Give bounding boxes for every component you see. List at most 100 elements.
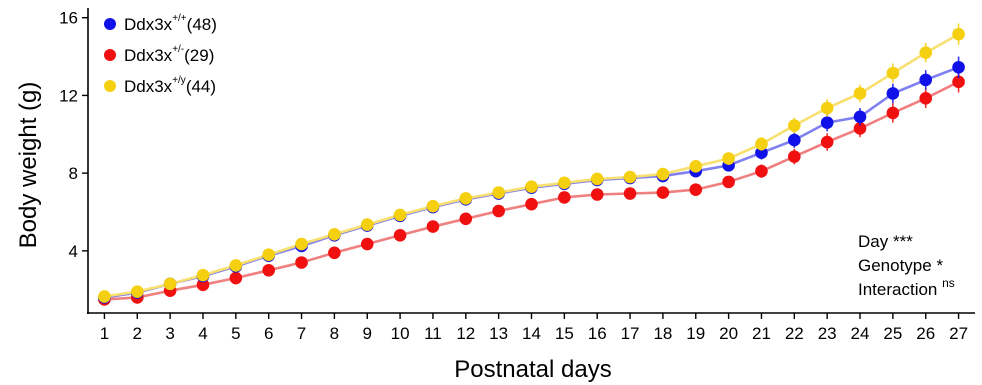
data-point [328, 246, 341, 260]
data-point [689, 160, 703, 173]
data-point [853, 110, 867, 124]
data-point [853, 87, 867, 100]
legend-genotype-superscript: +/- [172, 44, 184, 55]
series-line-+/y [104, 33, 960, 298]
plot-area [98, 23, 965, 306]
x-tick-label: 5 [231, 324, 240, 343]
data-point [886, 66, 900, 80]
x-tick-label: 21 [752, 324, 771, 343]
legend-genotype-superscript: +/y [172, 75, 186, 86]
stat-line: Genotype * [858, 256, 943, 275]
y-tick-label: 4 [69, 242, 78, 261]
x-tick-label: 9 [363, 324, 372, 343]
data-point [328, 228, 341, 241]
legend-marker [104, 80, 116, 92]
x-tick-label: 3 [165, 324, 174, 343]
legend-gene: Ddx3x [124, 15, 173, 34]
stat-line: Interaction ns [858, 276, 955, 299]
data-point [886, 106, 900, 120]
data-point [788, 119, 801, 132]
y-tick-label: 8 [69, 164, 78, 183]
stat-significance: ns [942, 276, 955, 290]
data-point [788, 150, 801, 163]
data-point [196, 268, 210, 282]
x-tick-label: 13 [489, 324, 508, 343]
data-point [98, 290, 111, 303]
data-point [393, 208, 407, 222]
data-point [459, 212, 473, 226]
x-tick-label: 23 [818, 324, 837, 343]
legend-label: Ddx3x+/+(48) [124, 13, 217, 34]
data-point [755, 164, 768, 178]
x-tick-label: 19 [686, 324, 705, 343]
data-point [623, 170, 637, 184]
data-point [492, 204, 505, 218]
data-point [360, 237, 374, 251]
data-point [919, 46, 933, 59]
data-point [393, 228, 407, 242]
legend-count: (44) [186, 77, 216, 96]
data-point [459, 192, 473, 205]
data-point [919, 92, 933, 105]
data-point [820, 101, 834, 115]
data-point [558, 176, 571, 190]
data-point [623, 187, 637, 200]
x-tick-label: 6 [264, 324, 273, 343]
data-point [886, 87, 900, 100]
data-point [952, 75, 965, 89]
y-axis-title: Body weight (g) [15, 82, 42, 249]
data-point [656, 167, 670, 181]
stat-line: Day *** [858, 232, 913, 251]
data-point [755, 137, 768, 151]
legend-gene: Ddx3x [124, 46, 173, 65]
x-tick-label: 1 [100, 324, 109, 343]
data-point [689, 183, 703, 196]
legend-genotype-superscript: +/+ [172, 13, 187, 24]
y-tick-label: 16 [59, 9, 78, 28]
legend-count: (48) [187, 15, 217, 34]
data-point [820, 116, 834, 129]
x-tick-label: 17 [621, 324, 640, 343]
data-point [919, 73, 933, 87]
legend-label: Ddx3x+/-(29) [124, 44, 214, 65]
x-axis-title: Postnatal days [454, 356, 611, 383]
x-tick-label: 8 [330, 324, 339, 343]
data-point [788, 133, 801, 147]
data-point [262, 248, 275, 262]
data-point [360, 218, 374, 231]
stat-significance: *** [893, 232, 913, 251]
y-tick-label: 12 [59, 86, 78, 105]
data-point [820, 135, 834, 149]
x-tick-label: 11 [424, 324, 442, 343]
data-point [590, 188, 604, 201]
data-point [426, 220, 440, 233]
x-tick-label: 4 [198, 324, 207, 343]
data-point [130, 285, 144, 298]
data-point [755, 146, 768, 160]
data-point [262, 263, 275, 277]
data-point [426, 199, 440, 213]
data-point [558, 191, 571, 204]
x-tick-label: 14 [522, 324, 541, 343]
data-point [295, 237, 308, 251]
legend-gene: Ddx3x [124, 77, 173, 96]
data-point [196, 278, 210, 292]
x-tick-label: 27 [949, 324, 968, 343]
stat-label: Genotype [858, 256, 936, 275]
data-point [722, 152, 735, 165]
data-point [952, 27, 965, 41]
x-tick-label: 15 [555, 324, 574, 343]
data-point [656, 186, 670, 199]
data-point [492, 186, 505, 199]
legend-label: Ddx3x+/y(44) [124, 75, 216, 96]
data-point [590, 172, 604, 186]
x-tick-label: 22 [785, 324, 804, 343]
data-point [163, 277, 177, 291]
data-point [295, 256, 308, 269]
data-point [853, 122, 867, 135]
x-tick-label: 12 [456, 324, 475, 343]
x-tick-label: 16 [588, 324, 607, 343]
legend-count: (29) [184, 46, 214, 65]
data-point [525, 197, 538, 211]
